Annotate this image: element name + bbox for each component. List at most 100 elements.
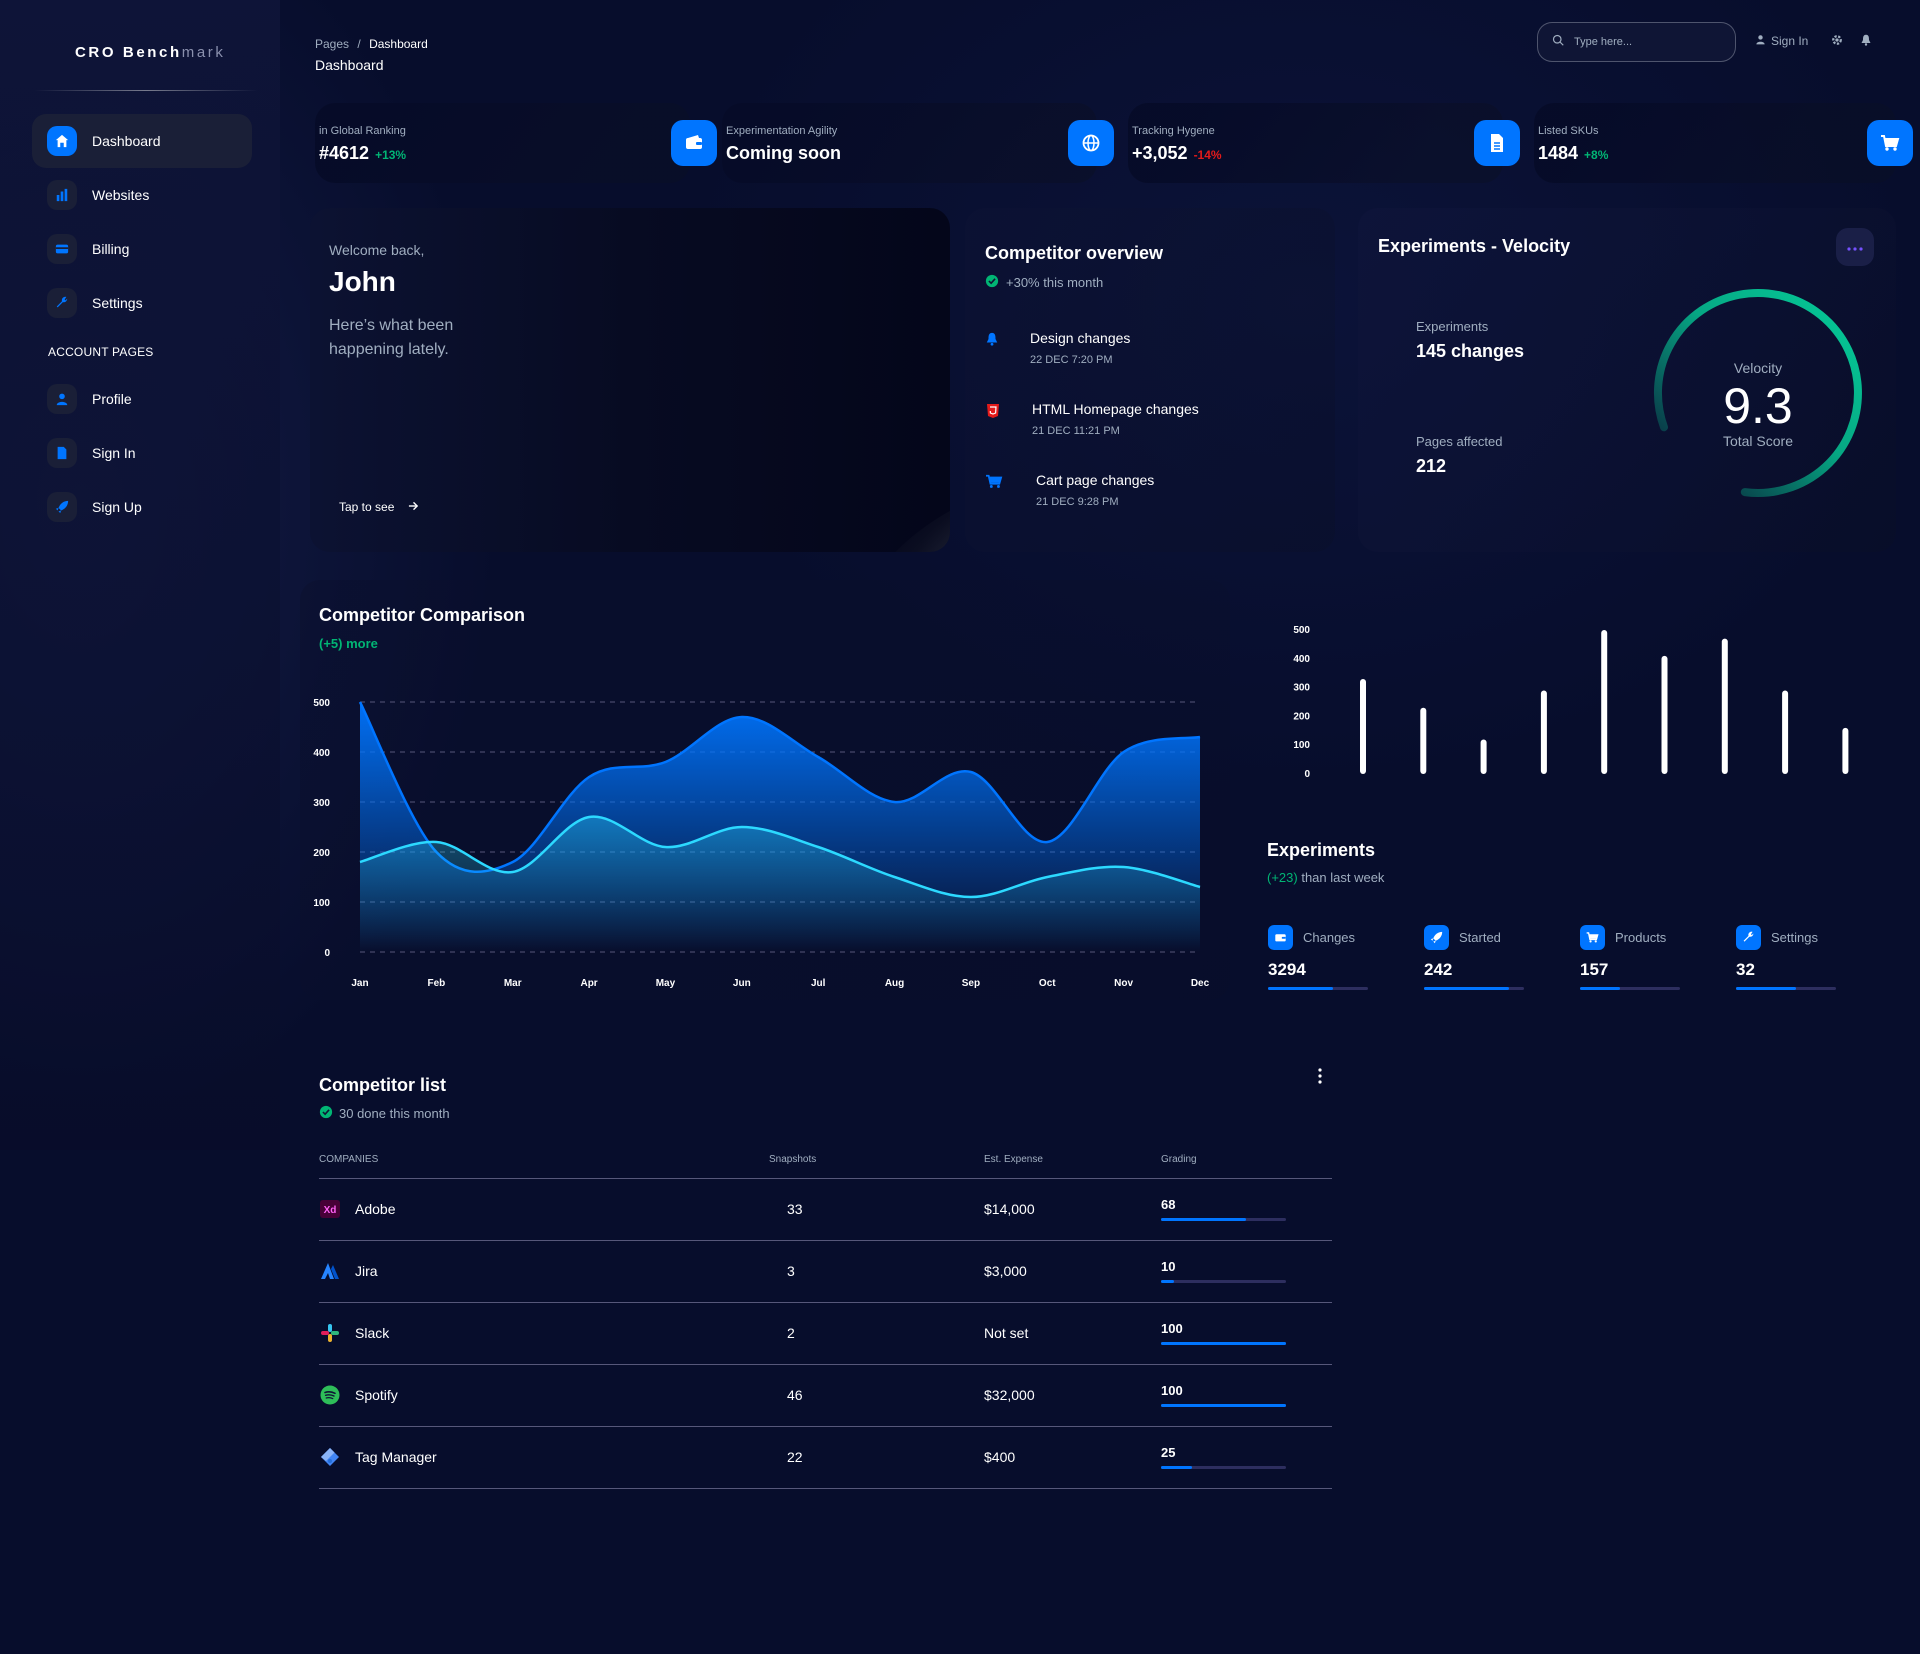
search-input[interactable] xyxy=(1574,36,1724,48)
tap-to-see-label: Tap to see xyxy=(339,500,395,514)
sidebar-item-settings[interactable]: Settings xyxy=(32,276,252,330)
jira-icon xyxy=(319,1260,341,1282)
series-area-2 xyxy=(360,816,1200,952)
svg-text:Xd: Xd xyxy=(324,1205,337,1216)
table-header-row: COMPANIES Snapshots Est. Expense Grading xyxy=(319,1148,1332,1179)
sidebar-item-sign-up[interactable]: Sign Up xyxy=(32,480,252,534)
y-tick-label: 200 xyxy=(313,848,330,859)
wallet-icon[interactable] xyxy=(671,120,717,166)
tap-to-see-link[interactable]: Tap to see xyxy=(339,500,419,514)
stat-delta: -14% xyxy=(1193,148,1222,162)
welcome-line-1: Here’s what been xyxy=(329,317,454,334)
velocity-gauge-arc xyxy=(1653,288,1862,497)
experiments-title: Experiments xyxy=(1267,840,1376,860)
sidebar-item-dashboard[interactable]: Dashboard xyxy=(32,114,252,168)
column-header: Est. Expense xyxy=(984,1148,1161,1179)
experiments-bar-chart: 500 400 300 200 100 0 xyxy=(1293,625,1849,780)
stat-value: 1484 +8% xyxy=(1538,143,1609,163)
bar xyxy=(1360,678,1366,774)
sidebar-item-label: Websites xyxy=(92,187,150,203)
experiments-value: 145 changes xyxy=(1416,341,1525,361)
cart-icon xyxy=(985,474,1003,495)
table-row[interactable]: Jira 3 $3,000 10 xyxy=(319,1240,1332,1303)
sidebar-item-billing[interactable]: Billing xyxy=(32,222,252,276)
event-title: HTML Homepage changes xyxy=(1032,401,1199,417)
mini-stat-products: Products 157 xyxy=(1580,925,1680,990)
sidebar-item-websites[interactable]: Websites xyxy=(32,168,252,222)
mini-stat-label: Changes xyxy=(1303,930,1356,945)
jellyfish-image xyxy=(824,431,950,552)
chart-icon xyxy=(47,180,77,210)
company-name: Adobe xyxy=(355,1201,396,1217)
brand-logo[interactable]: CRO Benchmark xyxy=(75,44,226,61)
grade-progress xyxy=(1161,1342,1286,1345)
stat-card-listed-skus: Listed SKUs 1484 +8% xyxy=(1534,103,1913,183)
competitor-list-subtitle: 30 done this month xyxy=(339,1106,450,1121)
more-options-button[interactable] xyxy=(1836,228,1874,266)
breadcrumb-root[interactable]: Pages xyxy=(315,37,350,51)
expense-cell: $32,000 xyxy=(984,1364,1161,1427)
x-tick-label: Nov xyxy=(1114,978,1133,989)
stat-card-experimentation-agility: Experimentation Agility Coming soon xyxy=(722,103,1114,183)
competitor-table: COMPANIES Snapshots Est. Expense Grading… xyxy=(319,1148,1332,1489)
stat-card-tracking-hygene: Tracking Hygene +3,052 -14% xyxy=(1128,103,1520,183)
grade-progress xyxy=(1161,1404,1286,1407)
x-tick-label: Aug xyxy=(885,978,904,989)
snapshots-cell: 2 xyxy=(769,1302,984,1365)
expense-cell: $400 xyxy=(984,1426,1161,1489)
stat-delta: +8% xyxy=(1584,148,1609,162)
gear-icon[interactable] xyxy=(1831,33,1843,51)
table-row[interactable]: Tag Manager 22 $400 25 xyxy=(319,1426,1332,1489)
y-tick-label: 300 xyxy=(1293,683,1310,694)
mini-stat-progress xyxy=(1736,987,1836,990)
pages-affected-value: 212 xyxy=(1416,456,1447,476)
cart-icon[interactable] xyxy=(1867,120,1913,166)
stat-value: +3,052 -14% xyxy=(1132,143,1222,163)
table-row[interactable]: Xd Adobe 33 $14,000 68 xyxy=(319,1178,1332,1241)
gauge-value: 9.3 xyxy=(1723,378,1793,434)
y-tick-label: 500 xyxy=(1293,625,1310,636)
x-tick-label: Jul xyxy=(811,978,826,989)
sidebar-item-sign-in[interactable]: Sign In xyxy=(32,426,252,480)
y-tick-label: 500 xyxy=(313,698,330,709)
mini-stat-label: Settings xyxy=(1771,930,1818,945)
document-icon[interactable] xyxy=(1474,120,1520,166)
grade-value: 10 xyxy=(1161,1259,1176,1274)
stat-label: in Global Ranking xyxy=(319,125,406,137)
spotify-icon xyxy=(319,1384,341,1406)
welcome-card: Welcome back, John Here’s what been happ… xyxy=(310,208,950,552)
table-row[interactable]: Slack 2 Not set 100 xyxy=(319,1302,1332,1365)
bell-icon[interactable] xyxy=(1860,33,1872,51)
competitor-overview-card: Competitor overview +30% this month Desi… xyxy=(965,208,1335,552)
mini-stat-progress xyxy=(1268,987,1368,990)
event-date: 21 DEC 11:21 PM xyxy=(1032,425,1120,437)
sign-in-link[interactable]: Sign In xyxy=(1755,34,1808,48)
velocity-title: Experiments - Velocity xyxy=(1378,236,1571,256)
y-tick-label: 0 xyxy=(324,948,330,959)
x-tick-label: Apr xyxy=(580,978,597,989)
overview-subtitle: +30% this month xyxy=(1006,275,1104,290)
stat-delta: +13% xyxy=(375,148,407,162)
bar xyxy=(1782,690,1789,774)
overview-subtitle-row: +30% this month xyxy=(985,274,1103,291)
html5-icon xyxy=(985,403,1001,424)
globe-icon[interactable] xyxy=(1068,120,1114,166)
column-header: Snapshots xyxy=(769,1148,984,1179)
arrow-right-icon xyxy=(408,500,419,514)
search-icon xyxy=(1552,33,1564,51)
search-box[interactable] xyxy=(1537,22,1736,62)
sidebar-item-profile[interactable]: Profile xyxy=(32,372,252,426)
velocity-gauge: Velocity 9.3 Total Score xyxy=(1653,288,1862,497)
cart-icon xyxy=(1580,925,1605,950)
grade-value: 100 xyxy=(1161,1321,1183,1336)
stat-label: Experimentation Agility xyxy=(726,125,838,137)
grade-value: 25 xyxy=(1161,1445,1176,1460)
y-tick-label: 400 xyxy=(313,748,330,759)
velocity-card: Experiments - Velocity Experiments 145 c… xyxy=(1358,208,1896,552)
bell-icon xyxy=(985,332,999,351)
x-tick-label: May xyxy=(656,978,676,989)
table-row[interactable]: Spotify 46 $32,000 100 xyxy=(319,1364,1332,1427)
y-tick-label: 100 xyxy=(313,898,330,909)
more-vertical-icon[interactable] xyxy=(1318,1068,1322,1089)
brand-divider xyxy=(34,90,258,91)
